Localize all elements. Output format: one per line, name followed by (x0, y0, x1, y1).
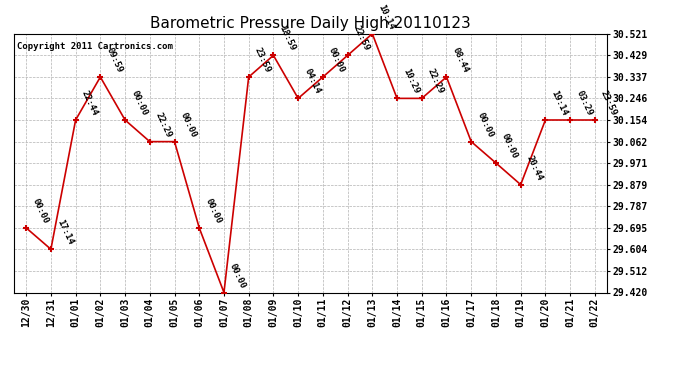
Text: 18:59: 18:59 (277, 24, 297, 52)
Text: 00:00: 00:00 (204, 197, 223, 225)
Text: 23:59: 23:59 (253, 46, 273, 74)
Text: 00:00: 00:00 (179, 111, 198, 139)
Text: 17:14: 17:14 (55, 218, 75, 246)
Text: 22:29: 22:29 (426, 68, 446, 96)
Title: Barometric Pressure Daily High 20110123: Barometric Pressure Daily High 20110123 (150, 16, 471, 31)
Text: 00:00: 00:00 (500, 132, 520, 160)
Text: 19:14: 19:14 (549, 89, 569, 117)
Text: 10:14: 10:14 (377, 3, 396, 31)
Text: 22:44: 22:44 (80, 89, 99, 117)
Text: 09:59: 09:59 (104, 46, 124, 74)
Text: 23:59: 23:59 (599, 89, 618, 117)
Text: 00:00: 00:00 (129, 89, 149, 117)
Text: 20:44: 20:44 (525, 154, 544, 182)
Text: 22:59: 22:59 (352, 24, 371, 52)
Text: 00:00: 00:00 (475, 111, 495, 139)
Text: 22:29: 22:29 (154, 111, 173, 139)
Text: 08:44: 08:44 (451, 46, 470, 74)
Text: Copyright 2011 Cartronics.com: Copyright 2011 Cartronics.com (17, 42, 172, 51)
Text: 00:00: 00:00 (228, 261, 248, 290)
Text: 00:00: 00:00 (30, 197, 50, 225)
Text: 10:29: 10:29 (401, 68, 421, 96)
Text: 03:29: 03:29 (574, 89, 594, 117)
Text: 04:14: 04:14 (302, 68, 322, 96)
Text: 00:00: 00:00 (327, 46, 346, 74)
